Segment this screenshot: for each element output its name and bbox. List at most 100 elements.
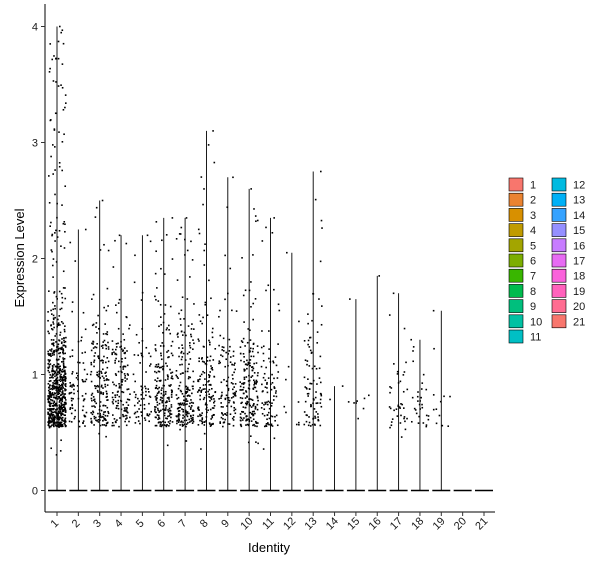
point-10: [256, 345, 259, 347]
point-13: [315, 391, 317, 393]
point-7: [176, 422, 178, 425]
point-5: [146, 234, 149, 237]
legend-swatch-3: [508, 208, 524, 222]
point-3: [100, 384, 103, 387]
point-3: [99, 249, 102, 251]
point-1: [48, 397, 51, 400]
point-1: [52, 402, 55, 405]
point-3: [104, 385, 107, 388]
point-4: [112, 414, 114, 416]
point-3: [96, 332, 98, 334]
point-6: [165, 400, 168, 402]
point-2: [78, 420, 80, 423]
point-1: [54, 146, 56, 148]
point-6: [157, 365, 160, 368]
point-1: [47, 413, 49, 415]
point-5: [146, 413, 149, 415]
point-7: [180, 403, 182, 406]
x-tick-label: 4: [113, 517, 126, 530]
point-7: [175, 369, 178, 372]
point-1: [55, 341, 57, 343]
point-10: [255, 362, 258, 364]
point-3: [102, 341, 105, 343]
point-17: [400, 403, 402, 405]
point-1: [56, 387, 58, 390]
point-8: [208, 376, 211, 379]
point-1: [64, 388, 66, 390]
point-7: [180, 352, 182, 354]
point-10: [252, 355, 255, 358]
point-2: [82, 362, 85, 364]
point-5: [148, 420, 150, 423]
point-11: [268, 330, 270, 332]
point-3: [91, 399, 93, 402]
point-1: [62, 409, 64, 411]
point-4: [115, 304, 117, 306]
point-3: [107, 341, 109, 344]
point-7: [189, 408, 192, 410]
point-3: [99, 416, 102, 418]
point-1: [61, 416, 64, 419]
point-13: [307, 378, 309, 380]
point-1: [56, 365, 58, 368]
point-1: [55, 369, 58, 371]
point-1: [55, 389, 58, 391]
point-10: [244, 369, 246, 371]
point-13: [316, 342, 319, 344]
point-7: [183, 395, 185, 398]
point-10: [239, 385, 242, 388]
point-10: [241, 401, 243, 404]
point-1: [59, 397, 62, 400]
point-10: [244, 406, 247, 409]
point-10: [245, 403, 248, 406]
point-5: [145, 390, 147, 393]
point-1: [63, 370, 66, 373]
point-7: [179, 233, 182, 235]
point-1: [65, 425, 67, 427]
point-1: [59, 369, 62, 372]
point-1: [63, 344, 66, 347]
point-17: [396, 370, 399, 373]
point-6: [154, 295, 156, 298]
point-1: [58, 165, 61, 168]
point-1: [53, 418, 56, 421]
point-19: [432, 394, 435, 396]
point-3: [106, 378, 108, 380]
point-8: [205, 402, 207, 405]
point-6: [165, 234, 168, 236]
point-3: [102, 413, 105, 416]
point-1: [60, 407, 63, 410]
point-17: [401, 403, 404, 406]
point-4: [121, 378, 124, 381]
point-10: [244, 397, 247, 399]
point-5: [137, 420, 140, 422]
point-7: [181, 296, 184, 299]
point-9: [220, 354, 222, 356]
point-1: [48, 401, 51, 403]
point-8: [206, 411, 208, 414]
point-1: [63, 330, 66, 333]
point-1: [48, 71, 51, 73]
point-17: [395, 408, 398, 410]
point-1: [64, 418, 66, 421]
point-3: [99, 414, 102, 417]
point-10: [252, 404, 254, 407]
point-10: [255, 379, 258, 382]
point-13: [314, 198, 317, 201]
point-1: [61, 86, 64, 89]
point-7: [177, 332, 179, 335]
point-18: [411, 396, 414, 399]
point-4: [126, 411, 129, 414]
point-5: [134, 396, 137, 399]
point-6: [157, 418, 159, 421]
point-1: [49, 416, 52, 418]
point-1: [62, 396, 64, 398]
point-4: [126, 417, 128, 419]
point-1: [59, 334, 61, 336]
point-9: [224, 365, 227, 368]
point-3: [107, 412, 110, 415]
point-4: [117, 399, 120, 402]
y-axis-title: Expression Level: [12, 208, 27, 307]
point-9: [232, 392, 235, 395]
point-19: [447, 425, 450, 427]
